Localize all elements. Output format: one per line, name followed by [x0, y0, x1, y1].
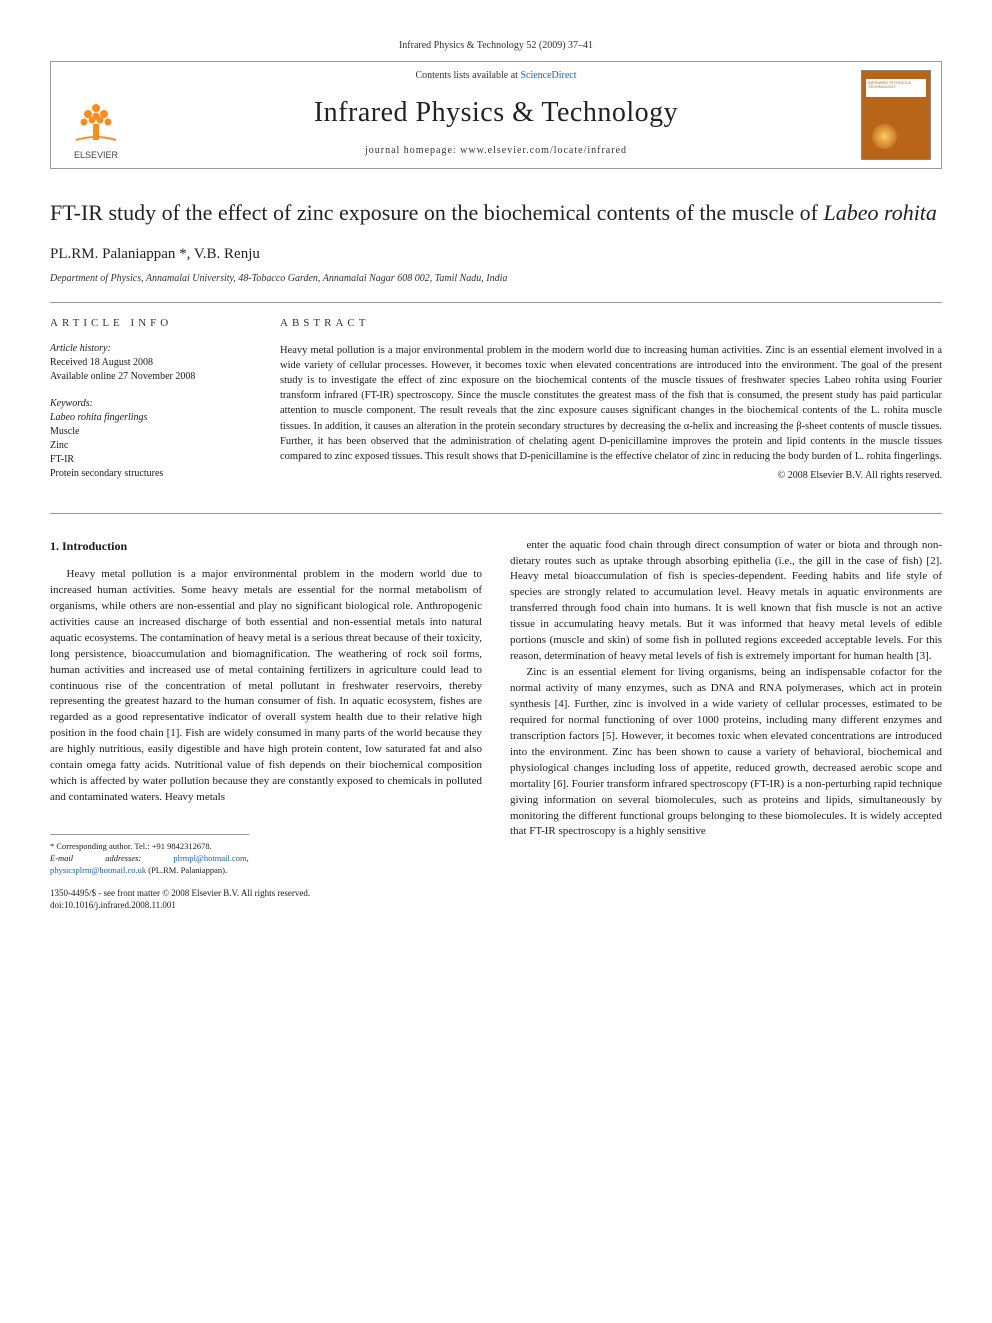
keyword-1: Labeo rohita fingerlings — [50, 411, 250, 425]
article-info-heading: ARTICLE INFO — [50, 317, 250, 329]
email-author-suffix: (PL.RM. Palaniappan). — [146, 865, 227, 875]
title-text: FT-IR study of the effect of zinc exposu… — [50, 200, 823, 225]
intro-paragraph-3: Zinc is an essential element for living … — [510, 665, 942, 840]
divider — [50, 513, 942, 514]
abstract-text: Heavy metal pollution is a major environ… — [280, 343, 942, 465]
doi-line: doi:10.1016/j.infrared.2008.11.001 — [50, 899, 310, 912]
keyword-5: Protein secondary structures — [50, 467, 250, 481]
footer-left: 1350-4495/$ - see front matter © 2008 El… — [50, 887, 310, 912]
online-date: Available online 27 November 2008 — [50, 370, 250, 384]
journal-homepage: journal homepage: www.elsevier.com/locat… — [151, 145, 841, 156]
right-column: enter the aquatic food chain through dir… — [510, 538, 942, 877]
publisher-name: ELSEVIER — [74, 150, 118, 160]
page-footer: 1350-4495/$ - see front matter © 2008 El… — [50, 887, 942, 912]
keywords-label: Keywords: — [50, 398, 250, 409]
footnotes-block: * Corresponding author. Tel.: +91 984231… — [50, 834, 249, 877]
body-two-column: 1. Introduction Heavy metal pollution is… — [50, 538, 942, 877]
corresponding-author-note: * Corresponding author. Tel.: +91 984231… — [50, 841, 249, 853]
keyword-4: FT-IR — [50, 453, 250, 467]
intro-paragraph-1: Heavy metal pollution is a major environ… — [50, 567, 482, 806]
author-email-2[interactable]: physicsplrm@hotmail.co.uk — [50, 865, 146, 875]
cover-thumbnail-cell: INFRARED PHYSICS & TECHNOLOGY — [851, 62, 941, 168]
issn-line: 1350-4495/$ - see front matter © 2008 El… — [50, 887, 310, 900]
email-label: E-mail addresses: — [50, 853, 141, 863]
received-date: Received 18 August 2008 — [50, 356, 250, 370]
elsevier-tree-icon — [66, 86, 126, 146]
author-email-1[interactable]: plrmpl@hotmail.com — [173, 853, 246, 863]
section-1-heading: 1. Introduction — [50, 538, 482, 555]
journal-cover-thumbnail: INFRARED PHYSICS & TECHNOLOGY — [861, 70, 931, 160]
publisher-logo-cell: ELSEVIER — [51, 62, 141, 168]
journal-name: Infrared Physics & Technology — [151, 97, 841, 129]
email-line: E-mail addresses: plrmpl@hotmail.com, ph… — [50, 853, 249, 877]
title-species-name: Labeo rohita — [823, 200, 936, 225]
abstract-copyright: © 2008 Elsevier B.V. All rights reserved… — [280, 470, 942, 481]
keyword-2: Muscle — [50, 425, 250, 439]
left-column: 1. Introduction Heavy metal pollution is… — [50, 538, 482, 877]
author-list: PL.RM. Palaniappan *, V.B. Renju — [50, 246, 942, 263]
abstract-heading: ABSTRACT — [280, 317, 942, 329]
header-center: Contents lists available at ScienceDirec… — [141, 62, 851, 168]
keyword-3: Zinc — [50, 439, 250, 453]
journal-reference: Infrared Physics & Technology 52 (2009) … — [50, 40, 942, 51]
contents-prefix: Contents lists available at — [415, 70, 520, 81]
intro-paragraph-2: enter the aquatic food chain through dir… — [510, 538, 942, 666]
cover-title-text: INFRARED PHYSICS & TECHNOLOGY — [868, 81, 924, 90]
history-label: Article history: — [50, 343, 250, 354]
sciencedirect-link[interactable]: ScienceDirect — [520, 70, 576, 81]
abstract-column: ABSTRACT Heavy metal pollution is a majo… — [280, 317, 942, 495]
journal-header-box: ELSEVIER Contents lists available at Sci… — [50, 61, 942, 169]
contents-available-line: Contents lists available at ScienceDirec… — [151, 70, 841, 81]
article-title: FT-IR study of the effect of zinc exposu… — [50, 199, 942, 228]
author-affiliation: Department of Physics, Annamalai Univers… — [50, 273, 942, 284]
article-info-column: ARTICLE INFO Article history: Received 1… — [50, 317, 250, 495]
